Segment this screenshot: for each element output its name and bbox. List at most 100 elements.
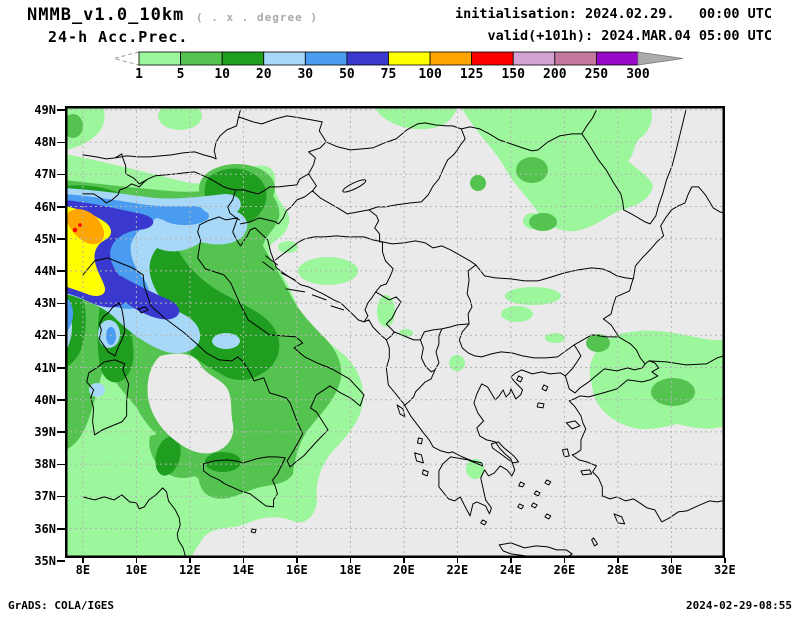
lon-tick bbox=[510, 558, 512, 563]
lat-tick bbox=[57, 173, 65, 176]
lat-label: 47N bbox=[34, 167, 56, 182]
country-borders bbox=[82, 109, 687, 407]
model-title: NMMB_v1.0_10km bbox=[27, 5, 185, 25]
coastline-black-sea-west bbox=[602, 186, 725, 365]
lake-balaton bbox=[342, 179, 367, 193]
lon-label: 8E bbox=[75, 563, 91, 577]
lat-label: 43N bbox=[34, 296, 56, 311]
precipitation-layer bbox=[65, 106, 725, 558]
lon-tick bbox=[456, 558, 459, 563]
initialisation-time: initialisation: 2024.02.29. 00:00 UTC bbox=[455, 6, 772, 22]
legend-label: 20 bbox=[256, 67, 272, 82]
coastline-africa bbox=[82, 487, 186, 558]
coastlines-borders bbox=[82, 109, 725, 558]
colorbar-underflow-arrow bbox=[112, 51, 140, 66]
colorbar-segment bbox=[512, 51, 556, 66]
lon-tick bbox=[296, 558, 298, 563]
legend-label: 200 bbox=[543, 67, 567, 82]
lon-tick bbox=[403, 558, 405, 563]
colorbar-segment bbox=[180, 51, 223, 66]
lat-label: 37N bbox=[34, 489, 56, 504]
colorbar-segment bbox=[346, 51, 389, 66]
legend-label: 100 bbox=[418, 67, 442, 82]
units-note: ( . x . degree ) bbox=[196, 11, 318, 24]
lat-label: 48N bbox=[34, 135, 56, 150]
lat-tick bbox=[57, 495, 65, 498]
lat-tick bbox=[57, 206, 65, 208]
colorbar-overflow-arrow bbox=[637, 51, 684, 66]
colorbar-segment bbox=[471, 51, 514, 66]
lat-label: 39N bbox=[34, 424, 56, 439]
small-islands bbox=[137, 306, 626, 547]
colorbar-segment bbox=[429, 51, 473, 66]
colorbar-segment bbox=[388, 51, 431, 66]
legend-label: 5 bbox=[177, 67, 185, 82]
lat-tick bbox=[57, 141, 65, 144]
product-title: 24-h Acc.Prec. bbox=[48, 28, 189, 46]
colorbar-segment bbox=[263, 51, 306, 66]
island-euboea bbox=[490, 441, 520, 464]
coastline-mainland bbox=[82, 216, 725, 523]
lat-label: 38N bbox=[34, 457, 56, 472]
lat-label: 49N bbox=[34, 102, 56, 117]
lon-label: 10E bbox=[125, 563, 148, 577]
lat-tick bbox=[57, 109, 65, 111]
lon-label: 30E bbox=[660, 563, 683, 577]
valid-time: valid(+101h): 2024.MAR.04 05:00 UTC bbox=[487, 28, 772, 44]
lat-label: 35N bbox=[34, 553, 56, 568]
precipitation-colorbar: 1 5 10 20 30 50 75 100 125 150 200 250 300 bbox=[112, 51, 684, 82]
lat-tick bbox=[57, 399, 65, 401]
lon-tick bbox=[135, 558, 138, 563]
lon-label: 28E bbox=[607, 563, 629, 577]
lat-tick bbox=[57, 270, 65, 272]
lon-label: 24E bbox=[500, 563, 522, 577]
grads-credit: GrADS: COLA/IGES bbox=[8, 599, 114, 612]
lon-tick bbox=[242, 558, 245, 563]
lat-label: 36N bbox=[34, 521, 56, 536]
lat-label: 40N bbox=[34, 392, 56, 407]
legend-label: 75 bbox=[381, 67, 397, 82]
creation-timestamp: 2024-02-29-08:55 bbox=[686, 599, 792, 612]
lat-label: 44N bbox=[34, 263, 56, 278]
lon-label: 32E bbox=[714, 563, 736, 577]
lon-label: 26E bbox=[553, 563, 576, 577]
lon-label: 20E bbox=[393, 563, 415, 577]
colorbar-segment bbox=[554, 51, 597, 66]
lon-tick bbox=[724, 558, 726, 563]
lat-tick bbox=[57, 367, 65, 369]
legend-label: 10 bbox=[214, 67, 230, 82]
map-frame bbox=[65, 106, 725, 558]
lat-tick bbox=[57, 334, 65, 337]
lat-label: 41N bbox=[34, 360, 56, 375]
lon-tick bbox=[82, 558, 84, 563]
lon-label: 12E bbox=[179, 563, 201, 577]
lon-tick bbox=[670, 558, 673, 563]
lat-label: 45N bbox=[34, 231, 56, 246]
lat-label: 42N bbox=[34, 328, 56, 343]
legend-label: 30 bbox=[297, 67, 313, 82]
island-crete bbox=[498, 542, 573, 558]
lon-tick bbox=[349, 558, 352, 563]
colorbar-segment bbox=[138, 51, 181, 66]
legend-label: 300 bbox=[626, 67, 650, 82]
legend-label: 250 bbox=[585, 67, 609, 82]
lon-tick bbox=[189, 558, 191, 563]
lon-label: 22E bbox=[446, 563, 469, 577]
lat-label: 46N bbox=[34, 199, 56, 214]
lat-tick bbox=[57, 528, 65, 530]
forecast-map bbox=[65, 106, 725, 558]
coastline-black-sea-south bbox=[648, 354, 725, 366]
lat-tick bbox=[57, 431, 65, 433]
lon-tick bbox=[617, 558, 619, 563]
colorbar-segment bbox=[304, 51, 348, 66]
lon-label: 18E bbox=[339, 563, 362, 577]
island-sicily bbox=[203, 456, 286, 508]
island-corsica bbox=[98, 302, 126, 357]
dalmatian-islands bbox=[262, 255, 345, 311]
lon-label: 14E bbox=[232, 563, 255, 577]
legend-label: 1 bbox=[135, 67, 143, 82]
colorbar-segment bbox=[221, 51, 265, 66]
legend-label: 50 bbox=[339, 67, 355, 82]
lat-tick bbox=[57, 302, 65, 305]
